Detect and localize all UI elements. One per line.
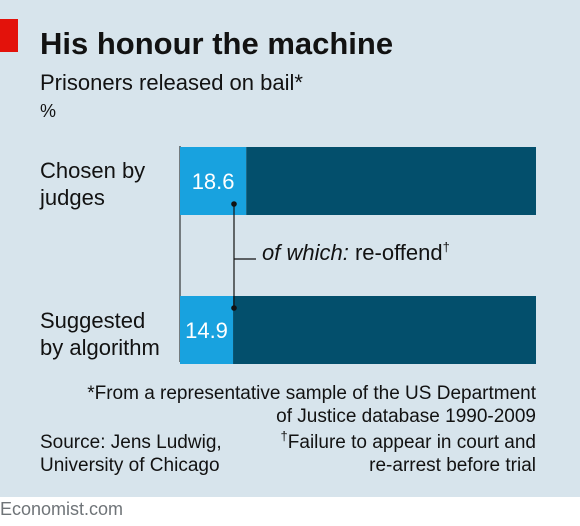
footnote-line: *From a representative sample of the US … (87, 383, 536, 404)
bar-remainder (233, 296, 536, 364)
brand-red-tab (0, 19, 18, 52)
category-label-line: Suggested (40, 308, 146, 333)
annotation-connector (231, 201, 256, 311)
sample-footnote: *From a representative sample of the US … (87, 382, 536, 428)
annotation-text: re-offend (348, 240, 443, 265)
bar-remainder (246, 147, 536, 215)
failure-footnote: †Failure to appear in court and re-arres… (280, 428, 536, 477)
dagger-mark: † (442, 239, 450, 255)
source-note: Source: Jens Ludwig, University of Chica… (40, 431, 222, 477)
footnote-line: re-arrest before trial (369, 455, 536, 476)
reoffend-annotation: of which: re-offend† (262, 240, 450, 266)
data-label: 14.9 (185, 318, 228, 343)
source-line: University of Chicago (40, 455, 220, 476)
category-label-line: judges (40, 185, 105, 210)
economist-brand: Economist.com (0, 499, 124, 519)
data-label: 18.6 (192, 169, 235, 194)
chart-subtitle: Prisoners released on bail* (40, 70, 303, 95)
footnote-line: †Failure to appear in court and (280, 428, 536, 453)
dagger-mark: † (280, 428, 288, 444)
category-label-judges: Chosen by judges (40, 157, 145, 211)
connector-dot (231, 201, 237, 207)
chart-title: His honour the machine (40, 26, 394, 61)
bar-reoffend (180, 296, 234, 364)
annotation-italic: of which: (262, 240, 349, 265)
source-line: Source: Jens Ludwig, (40, 432, 222, 453)
footnote-line: of Justice database 1990-2009 (276, 406, 536, 427)
unit-label: % (40, 101, 57, 121)
category-label-line: by algorithm (40, 335, 160, 360)
bar-chart: 18.6 14.9 (179, 146, 536, 364)
chart-panel (0, 0, 580, 497)
category-label-algorithm: Suggested by algorithm (40, 307, 160, 361)
connector-dot (231, 305, 237, 311)
category-label-line: Chosen by (40, 158, 146, 183)
